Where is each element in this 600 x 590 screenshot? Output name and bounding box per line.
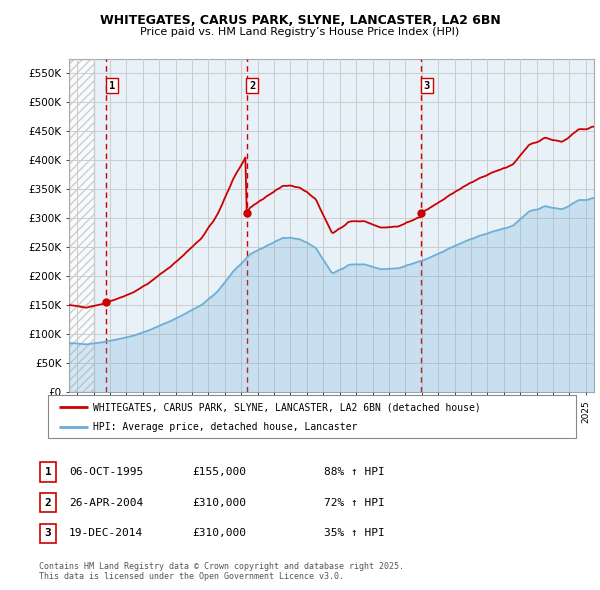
Text: £310,000: £310,000 [192,498,246,507]
Text: HPI: Average price, detached house, Lancaster: HPI: Average price, detached house, Lanc… [93,422,357,432]
Text: 35% ↑ HPI: 35% ↑ HPI [324,529,385,538]
Text: 2: 2 [44,498,52,507]
Text: 06-OCT-1995: 06-OCT-1995 [69,467,143,477]
Text: 1: 1 [44,467,52,477]
FancyBboxPatch shape [48,395,576,438]
Text: 72% ↑ HPI: 72% ↑ HPI [324,498,385,507]
Text: Contains HM Land Registry data © Crown copyright and database right 2025.
This d: Contains HM Land Registry data © Crown c… [39,562,404,581]
Text: WHITEGATES, CARUS PARK, SLYNE, LANCASTER, LA2 6BN (detached house): WHITEGATES, CARUS PARK, SLYNE, LANCASTER… [93,402,481,412]
Bar [69,59,94,392]
Text: 3: 3 [44,529,52,538]
Text: 3: 3 [424,81,430,91]
FancyBboxPatch shape [40,463,56,481]
Text: £310,000: £310,000 [192,529,246,538]
Text: £155,000: £155,000 [192,467,246,477]
FancyBboxPatch shape [40,524,56,543]
Text: 88% ↑ HPI: 88% ↑ HPI [324,467,385,477]
Text: 2: 2 [249,81,255,91]
Text: 19-DEC-2014: 19-DEC-2014 [69,529,143,538]
Text: 26-APR-2004: 26-APR-2004 [69,498,143,507]
Text: WHITEGATES, CARUS PARK, SLYNE, LANCASTER, LA2 6BN: WHITEGATES, CARUS PARK, SLYNE, LANCASTER… [100,14,500,27]
FancyBboxPatch shape [40,493,56,512]
Text: 1: 1 [109,81,115,91]
Text: Price paid vs. HM Land Registry’s House Price Index (HPI): Price paid vs. HM Land Registry’s House … [140,28,460,37]
